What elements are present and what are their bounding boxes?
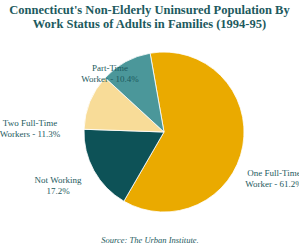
label-value: Worker - 10.4% — [81, 74, 139, 84]
label-category: One Full-Time — [247, 168, 299, 178]
title: Connecticut's Non-Elderly Uninsured Popu… — [0, 3, 299, 31]
label-category: Two Full-Time — [3, 118, 57, 128]
label-value: Worker - 61.2% — [245, 179, 299, 189]
pie-slice — [84, 129, 164, 201]
data-label: Two Full-TimeWorkers - 11.3% — [0, 118, 61, 139]
label-category: Not Working — [35, 175, 82, 185]
label-value: Workers - 11.3% — [0, 129, 61, 139]
data-label: One Full-TimeWorker - 61.2% — [245, 168, 299, 189]
chart: One Full-TimeWorker - 61.2% Not Working17… — [0, 0, 299, 250]
source-note: Source: The Urban Institute. — [101, 235, 198, 245]
label-value: 17.2% — [46, 186, 70, 196]
data-label: Not Working17.2% — [35, 175, 82, 196]
data-label: Part-TimeWorker - 10.4% — [81, 63, 139, 84]
label-category: Part-Time — [92, 63, 128, 73]
